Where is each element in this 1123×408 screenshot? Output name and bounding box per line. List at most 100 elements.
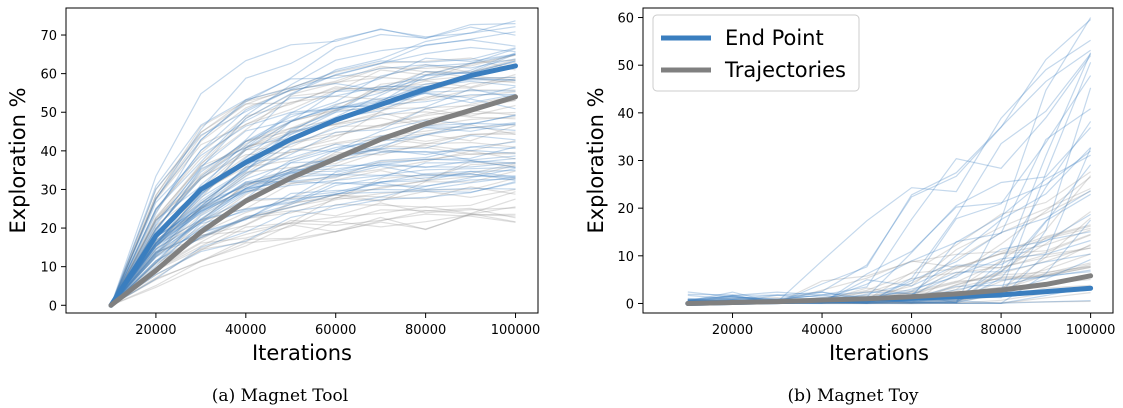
end-point-run-line <box>110 53 516 306</box>
trajectory-run-line <box>687 171 1091 304</box>
trajectory-run-line <box>110 138 516 306</box>
y-tick-label: 40 <box>40 145 57 160</box>
trajectory-run-line <box>110 95 516 306</box>
y-tick-label: 0 <box>626 297 634 312</box>
trajectory-run-line <box>110 58 516 306</box>
end-point-run-line <box>110 134 516 306</box>
trajectory-run-line <box>110 91 516 306</box>
trajectory-run-line <box>110 75 516 306</box>
y-axis-ticks: 0 10 20 30 40 50 60 <box>617 12 643 312</box>
y-tick-label: 30 <box>40 183 57 198</box>
trajectory-run-line <box>110 59 516 306</box>
end-point-run-line <box>110 93 516 306</box>
end-point-run-line <box>110 170 516 306</box>
x-tick-label: 20000 <box>712 323 753 338</box>
trajectory-run-line <box>110 104 516 306</box>
trajectory-run-line <box>110 133 516 306</box>
end-point-run-line <box>687 150 1091 304</box>
end-point-run-line <box>110 88 516 306</box>
trajectory-run-line <box>110 89 516 306</box>
end-point-run-line <box>110 122 516 306</box>
trajectory-run-line <box>110 161 516 306</box>
x-axis-label: Iterations <box>252 341 352 365</box>
end-point-run-line <box>110 58 516 306</box>
end-point-run-line <box>110 114 516 306</box>
trajectory-run-line <box>110 57 516 306</box>
end-point-run-line <box>110 173 516 306</box>
legend: End Point Trajectories <box>652 14 860 92</box>
end-point-run-line <box>687 127 1092 303</box>
end-point-run-line <box>110 20 516 306</box>
y-tick-label: 20 <box>617 202 634 217</box>
x-tick-label: 80000 <box>980 323 1021 338</box>
x-tick-label: 60000 <box>315 323 356 338</box>
end-point-run-line <box>110 178 516 306</box>
end-point-run-line <box>110 122 516 306</box>
panel-caption: (a) Magnet Tool <box>212 386 348 406</box>
end-point-run-line <box>110 98 516 306</box>
end-point-run-line <box>110 114 516 306</box>
end-point-run-line <box>110 182 516 306</box>
trajectory-run-line <box>110 213 516 306</box>
trajectory-run-line <box>110 213 516 306</box>
end-point-run-line <box>687 154 1091 304</box>
x-tick-label: 60000 <box>891 323 932 338</box>
end-point-run-line <box>110 23 516 306</box>
trajectory-run-line <box>110 177 516 306</box>
panel-caption: (b) Magnet Toy <box>787 386 918 406</box>
trajectories-mean-line <box>685 273 1094 306</box>
y-tick-label: 40 <box>617 107 634 122</box>
trajectory-run-line <box>110 153 516 306</box>
x-axis-label: Iterations <box>829 341 929 365</box>
end-point-run-line <box>110 162 516 306</box>
end-point-run-line <box>110 158 516 306</box>
end-point-run-line <box>110 169 516 306</box>
trajectory-run-line <box>110 140 516 306</box>
trajectory-run-line <box>110 164 516 306</box>
y-tick-label: 60 <box>40 68 57 83</box>
y-tick-label: 10 <box>40 261 57 276</box>
y-axis-label: Exploration % <box>6 87 30 233</box>
legend-label-end-point: End Point <box>725 26 824 50</box>
end-point-run-line <box>110 46 516 306</box>
x-tick-label: 20000 <box>135 323 176 338</box>
end-point-run-line <box>110 150 516 306</box>
end-point-run-line <box>110 60 516 306</box>
y-tick-label: 20 <box>40 222 57 237</box>
trajectory-run-line <box>110 63 516 306</box>
end-point-run-line <box>687 49 1091 304</box>
y-tick-label: 50 <box>40 106 57 121</box>
trajectory-run-line <box>110 150 516 306</box>
trajectory-run-line <box>110 202 516 306</box>
trajectory-run-line <box>110 80 516 306</box>
end-point-run-line <box>110 53 516 306</box>
trajectory-run-line <box>110 61 516 306</box>
legend-label-trajectories: Trajectories <box>724 58 846 82</box>
end-point-run-line <box>110 143 516 306</box>
y-tick-label: 60 <box>617 12 634 27</box>
end-point-run-line <box>687 19 1092 301</box>
end-point-run-line <box>110 92 516 306</box>
end-point-run-line <box>110 60 516 306</box>
end-point-run-line <box>110 52 516 306</box>
x-axis-ticks: 20000 40000 60000 80000 100000 <box>712 313 1115 338</box>
y-tick-label: 50 <box>617 59 634 74</box>
trajectory-run-line <box>110 54 516 306</box>
trajectory-run-line <box>110 213 516 306</box>
end-point-mean-line <box>108 63 518 308</box>
y-axis-ticks: 0 10 20 30 40 50 60 70 <box>40 29 66 314</box>
trajectory-run-line <box>110 198 516 306</box>
end-point-run-line <box>110 126 516 306</box>
plot-frame <box>65 7 539 314</box>
trajectory-run-line <box>110 170 516 306</box>
panel-magnet-toy: 20000 40000 60000 80000 100000 0 10 20 30 40 50 60… <box>584 7 1115 406</box>
trajectory-run-line <box>110 131 516 306</box>
end-point-run-line <box>110 26 516 306</box>
end-point-run-line <box>110 166 516 306</box>
trajectory-run-line <box>687 211 1091 304</box>
y-tick-label: 0 <box>49 299 57 314</box>
trajectory-run-line <box>110 77 516 306</box>
y-axis-label: Exploration % <box>584 87 608 233</box>
x-tick-label: 80000 <box>405 323 446 338</box>
